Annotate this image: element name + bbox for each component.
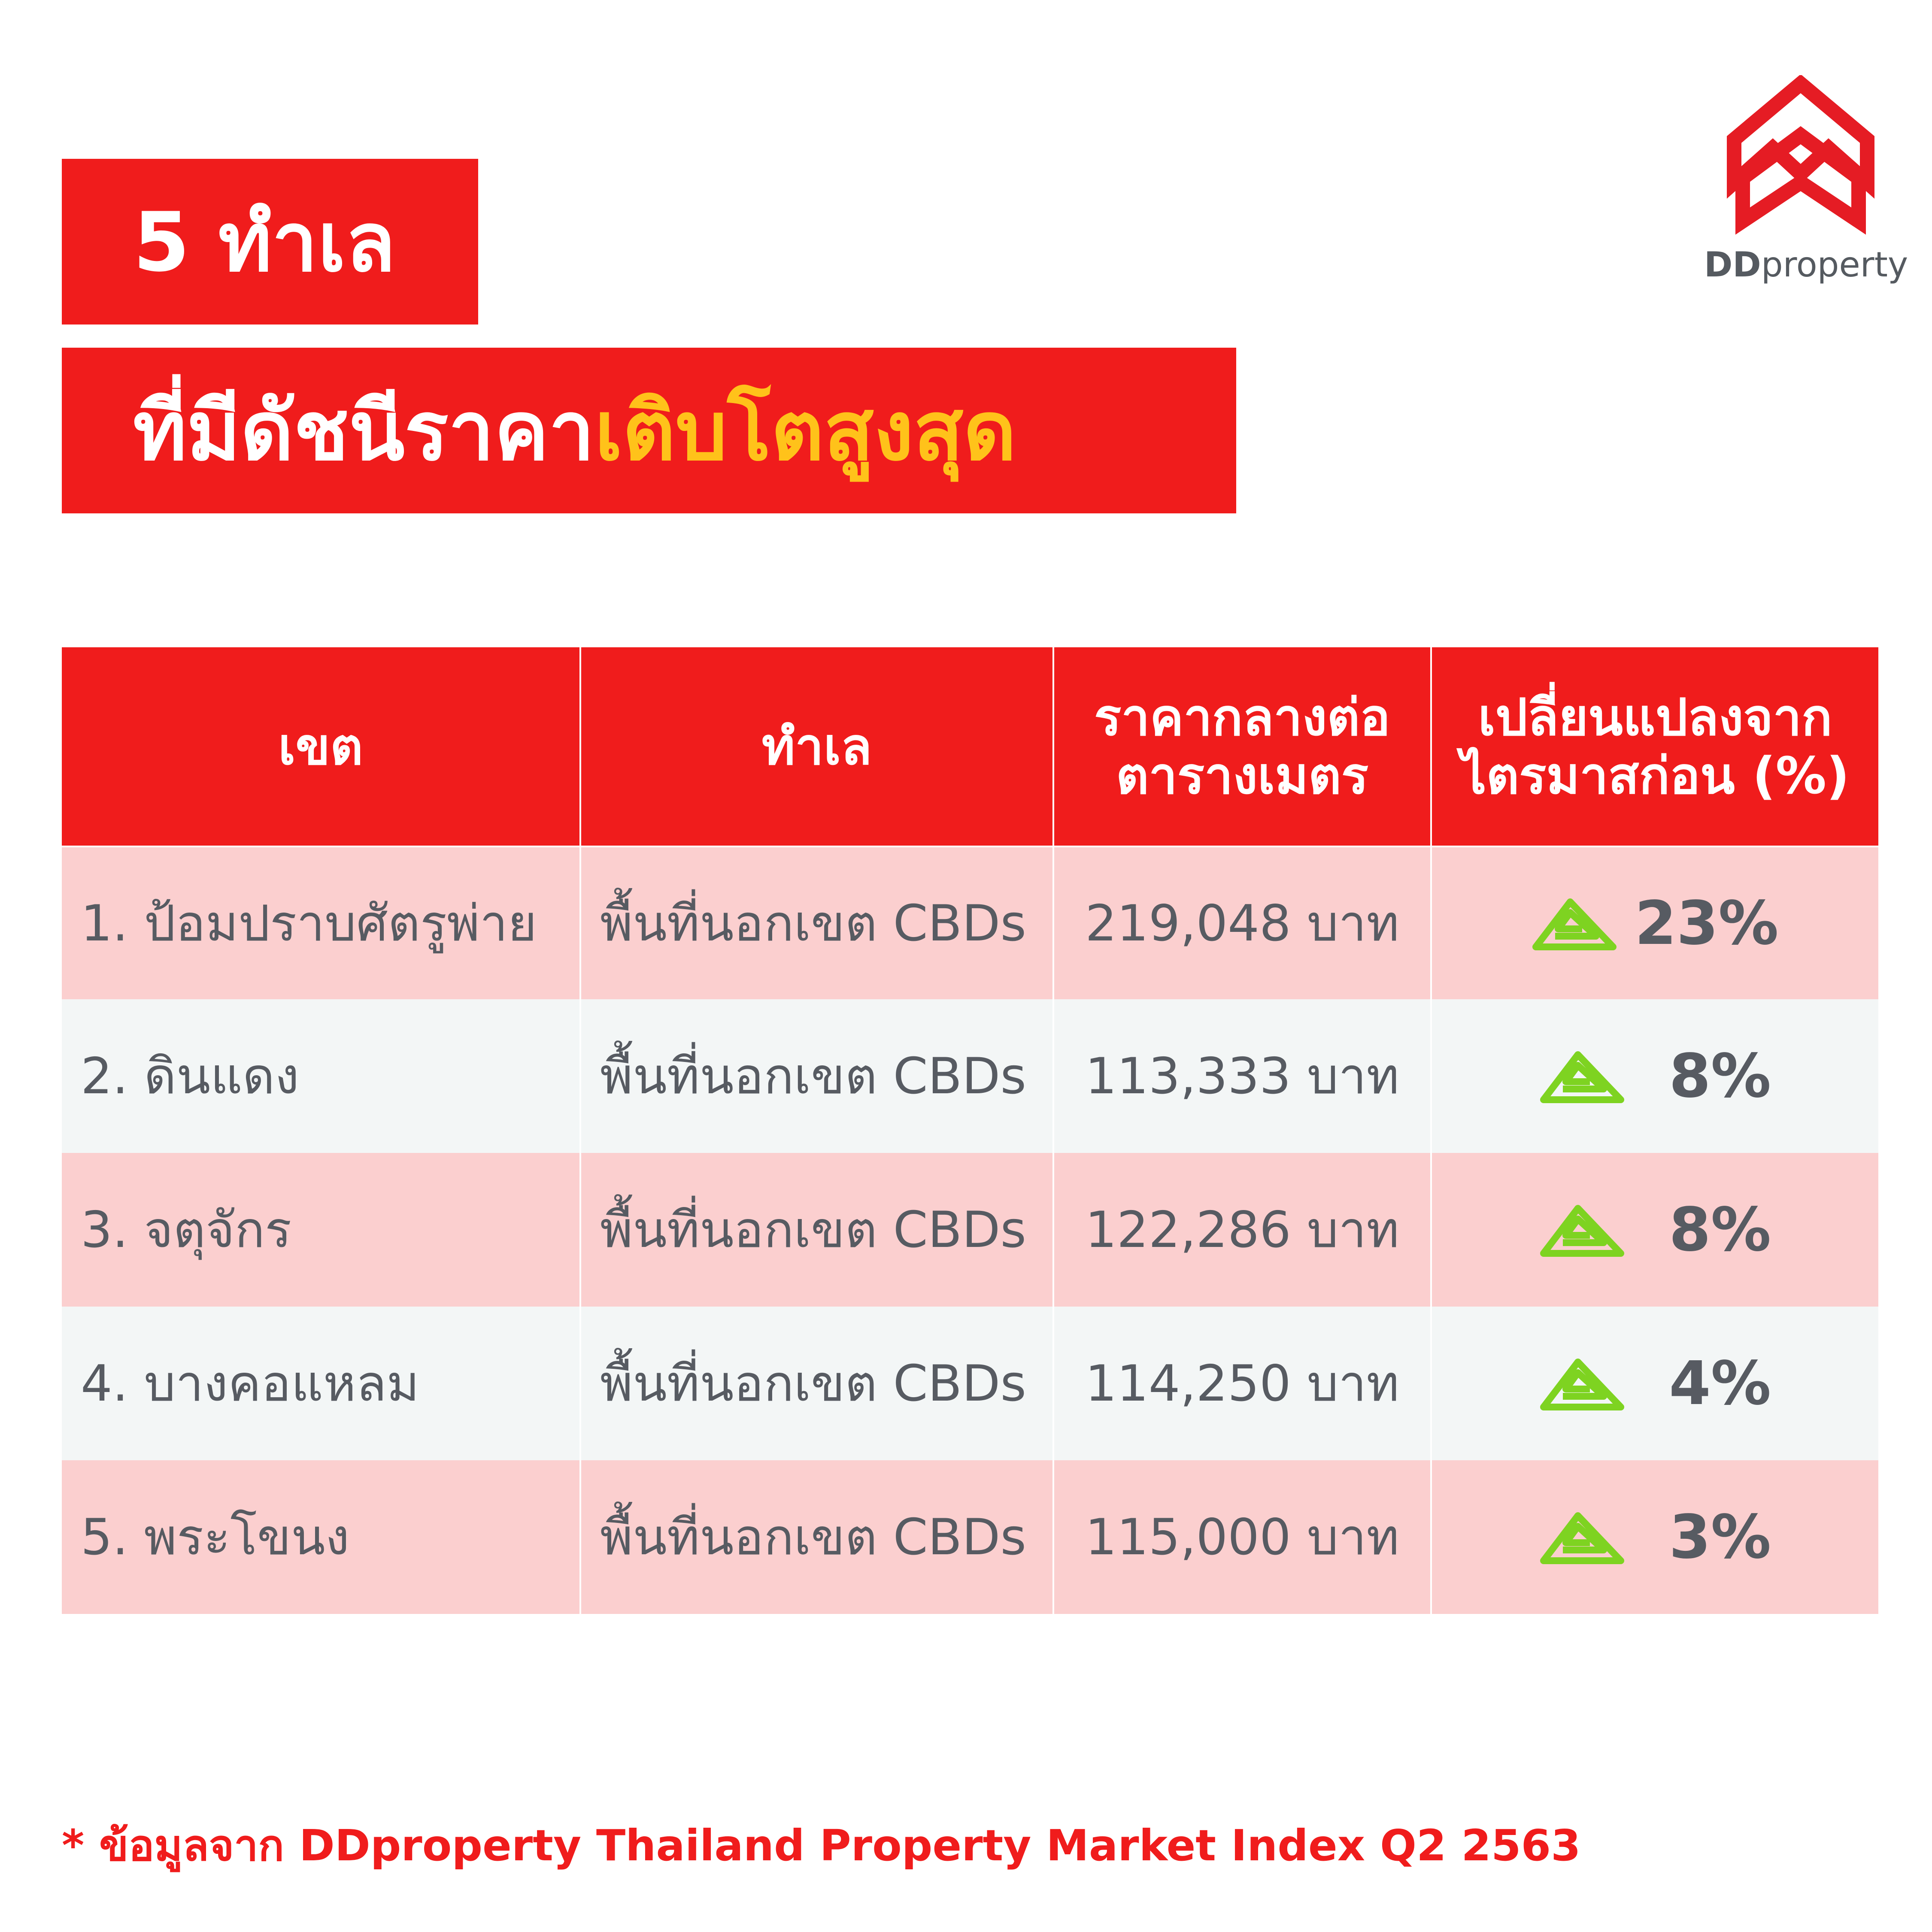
title-line-2-main: ที่มีดัชนีราคา xyxy=(133,384,595,479)
price-index-table: เขต ทำเล ราคากลางต่อ ตารางเมตร เปลี่ยนแปล… xyxy=(62,647,1878,1614)
district-cell: 2. ดินแดง xyxy=(62,999,579,1153)
ddproperty-logo: DDproperty xyxy=(1704,75,1908,290)
change-cell: 23% xyxy=(1432,846,1878,999)
change-value: 23% xyxy=(1635,888,1779,958)
district-cell: 5. พระโขนง xyxy=(62,1460,579,1614)
title-line-1: 5 ทำเล xyxy=(133,195,396,290)
up-arrow-icon xyxy=(1540,1359,1624,1410)
title-line-1-banner: 5 ทำเล xyxy=(62,159,478,325)
header-zone: ทำเล xyxy=(581,647,1052,846)
title-line-2-banner: ที่มีดัชนีราคาเติบโตสูงสุด xyxy=(62,348,1236,513)
up-arrow-icon xyxy=(1540,1512,1624,1564)
up-arrow-icon xyxy=(1540,1205,1624,1257)
up-arrow-icon xyxy=(1540,1051,1624,1103)
header-price: ราคากลางต่อ ตารางเมตร xyxy=(1054,647,1430,846)
price-cell: 113,333 บาท xyxy=(1054,999,1430,1153)
zone-cell: พื้นที่นอกเขต CBDs xyxy=(581,999,1052,1153)
change-cell: 3% xyxy=(1432,1460,1878,1614)
price-cell: 114,250 บาท xyxy=(1054,1307,1430,1460)
title-line-2-highlight: เติบโตสูงสุด xyxy=(594,384,1016,479)
title-line-2: ที่มีดัชนีราคาเติบโตสูงสุด xyxy=(62,366,1016,495)
zone-cell: พื้นที่นอกเขต CBDs xyxy=(581,1307,1052,1460)
change-cell: 4% xyxy=(1432,1307,1878,1460)
header-district: เขต xyxy=(62,647,579,846)
source-footnote: * ข้อมูลจาก DDproperty Thailand Property… xyxy=(62,1820,1581,1871)
ddproperty-logo-text: DDproperty xyxy=(1704,245,1908,285)
ddproperty-house-logo-icon xyxy=(1727,75,1874,235)
change-value: 8% xyxy=(1669,1195,1771,1265)
up-arrow-icon xyxy=(1532,898,1617,950)
price-cell: 115,000 บาท xyxy=(1054,1460,1430,1614)
price-cell: 122,286 บาท xyxy=(1054,1153,1430,1307)
district-cell: 3. จตุจักร xyxy=(62,1153,579,1307)
zone-cell: พื้นที่นอกเขต CBDs xyxy=(581,846,1052,999)
change-cell: 8% xyxy=(1432,1153,1878,1307)
zone-cell: พื้นที่นอกเขต CBDs xyxy=(581,1153,1052,1307)
price-cell: 219,048 บาท xyxy=(1054,846,1430,999)
change-value: 8% xyxy=(1669,1041,1771,1111)
district-cell: 1. ป้อมปราบศัตรูพ่าย xyxy=(62,846,579,999)
change-cell: 8% xyxy=(1432,999,1878,1153)
district-cell: 4. บางคอแหลม xyxy=(62,1307,579,1460)
zone-cell: พื้นที่นอกเขต CBDs xyxy=(581,1460,1052,1614)
header-change: เปลี่ยนแปลงจาก ไตรมาสก่อน (%) xyxy=(1432,647,1878,846)
change-value: 3% xyxy=(1669,1502,1771,1572)
change-value: 4% xyxy=(1669,1348,1771,1419)
